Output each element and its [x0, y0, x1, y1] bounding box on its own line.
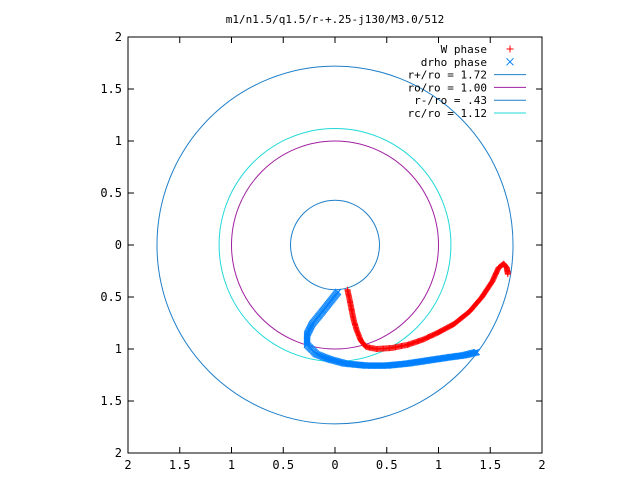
series-drho-phase [303, 288, 481, 369]
circle-r-ro-1-72 [156, 65, 514, 425]
legend-label: rc/ro = 1.12 [408, 107, 487, 120]
x-tick-label: 2 [124, 458, 131, 472]
point-w-phase [504, 271, 511, 278]
y-tick-label: 2 [115, 30, 122, 44]
y-tick-label: 0 [115, 238, 122, 252]
y-tick-label: 1 [115, 342, 122, 356]
y-tick-label: 1.5 [100, 82, 122, 96]
circle-ro-ro-1-00 [231, 140, 439, 350]
x-tick-label: 1 [228, 458, 235, 472]
x-tick-label: 0 [331, 458, 338, 472]
legend-entry-drho-phase: drho phase [421, 56, 514, 69]
x-tick-label: 1.5 [169, 458, 191, 472]
x-tick-label: 2 [538, 458, 545, 472]
x-tick-label: 1 [435, 458, 442, 472]
ticks-layer: 2 1.5 1 0.5 0 0.5 1 1.5 221.510.500.511.52 [100, 30, 545, 472]
legend-label: r+/ro = 1.72 [408, 69, 487, 82]
legend-label: W phase [441, 43, 487, 56]
series-w-phase [344, 260, 511, 352]
y-tick-label: 1 [115, 134, 122, 148]
x-tick-label: 0.5 [272, 458, 294, 472]
legend-entry-w-phase: W phase [441, 43, 514, 56]
series-layer [156, 65, 514, 425]
chart-title: m1/n1.5/q1.5/r-+.25-j130/M3.0/512 [226, 13, 445, 26]
point-drho-phase [473, 348, 481, 356]
x-tick-label: 0.5 [376, 458, 398, 472]
point-drho-phase [471, 349, 478, 357]
point-drho-phase [472, 349, 480, 356]
legend-label: drho phase [421, 56, 487, 69]
legend-label: ro/ro = 1.00 [408, 81, 487, 94]
legend-entry-ro-ro-1-00: ro/ro = 1.00 [408, 81, 526, 94]
y-tick-label: 2 [115, 446, 122, 460]
y-tick-label: 0.5 [100, 186, 122, 200]
legend-entry-r-ro-1-72: r+/ro = 1.72 [408, 69, 526, 82]
legend-label: r-/ro = .43 [414, 94, 487, 107]
legend-entry-rc-ro-1-12: rc/ro = 1.12 [408, 107, 526, 120]
y-tick-label: 1.5 [100, 394, 122, 408]
y-tick-label: 0.5 [100, 290, 122, 304]
x-tick-label: 1.5 [479, 458, 501, 472]
legend-swatch [506, 57, 514, 66]
legend-swatch [506, 45, 514, 53]
legend-entry-r-ro-43: r-/ro = .43 [414, 94, 526, 107]
